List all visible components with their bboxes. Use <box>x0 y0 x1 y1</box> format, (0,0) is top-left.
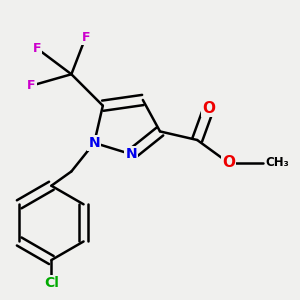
Text: F: F <box>81 31 90 44</box>
Text: CH₃: CH₃ <box>266 156 290 170</box>
Text: F: F <box>33 42 41 55</box>
Text: N: N <box>126 147 137 161</box>
Text: Cl: Cl <box>44 276 59 290</box>
Text: N: N <box>88 136 100 150</box>
Text: F: F <box>27 79 36 92</box>
Text: O: O <box>222 155 235 170</box>
Text: O: O <box>202 101 215 116</box>
